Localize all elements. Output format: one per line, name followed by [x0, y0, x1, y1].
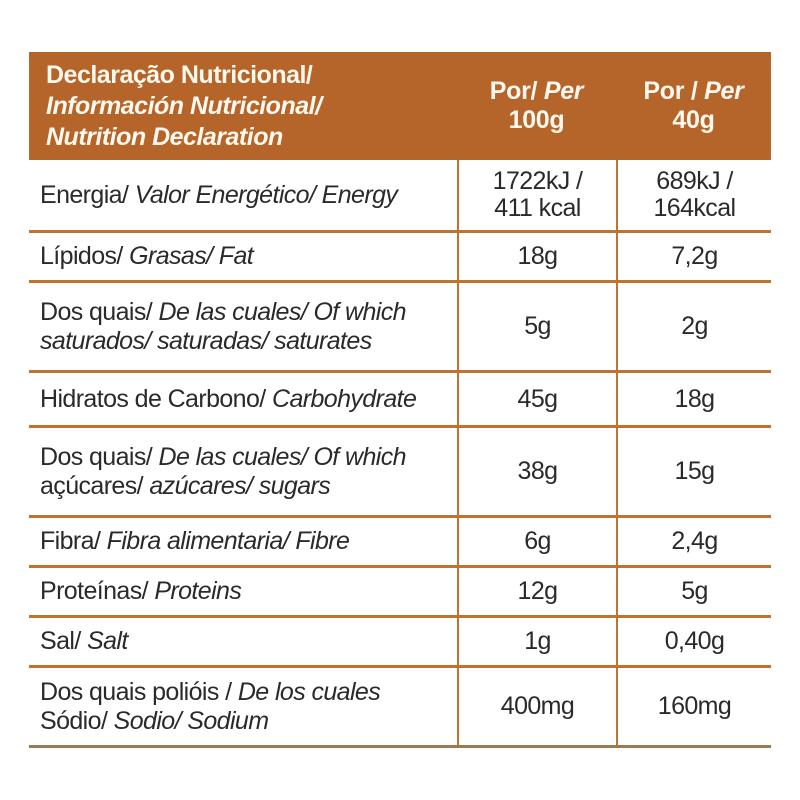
- label-line2: saturados/ saturadas/ saturates: [40, 326, 372, 355]
- label-pt: Fibra/: [40, 527, 101, 555]
- value-per-100g: 1g: [457, 618, 616, 665]
- row-label: Hidratos de Carbono/ Carbohydrate: [29, 373, 457, 425]
- per-amount: 40g: [672, 106, 715, 134]
- label-translations: De las cuales/ Of which: [158, 297, 406, 326]
- table-header: Declaração Nutricional/ Información Nutr…: [29, 52, 771, 160]
- label-translations: Fibra alimentaria/ Fibre: [106, 527, 350, 555]
- per-amount: 100g: [508, 106, 565, 134]
- table-row-proteins: Proteínas/ Proteins 12g 5g: [29, 568, 771, 618]
- row-label: Sal/ Salt: [29, 618, 457, 665]
- label-translations: De las cuales/ Of which: [158, 442, 406, 471]
- header-title-en: Nutrition Declaration: [46, 123, 283, 151]
- label-translations: Valor Energético/ Energy: [134, 180, 398, 209]
- value-per-40g: 2,4g: [616, 518, 771, 565]
- value-per-40g: 18g: [616, 373, 771, 425]
- label-line2-translations: azúcares/ sugars: [149, 471, 331, 500]
- header-title: Declaração Nutricional/ Información Nutr…: [29, 52, 457, 160]
- value-per-100g: 18g: [457, 233, 616, 280]
- row-label: Lípidos/ Grasas/ Fat: [29, 233, 457, 280]
- row-label: Dos quais/ De las cuales/ Of which açúca…: [29, 428, 457, 515]
- label-line2-pt: Sódio/: [40, 706, 108, 735]
- value-kcal: 164kcal: [653, 194, 737, 222]
- value-kcal: 411 kcal: [494, 194, 581, 222]
- row-label: Fibra/ Fibra alimentaria/ Fibre: [29, 518, 457, 565]
- table-row-fibre: Fibra/ Fibra alimentaria/ Fibre 6g 2,4g: [29, 518, 771, 568]
- row-label: Dos quais polióis / De los cuales Sódio/…: [29, 668, 457, 745]
- per-label-en: Per: [704, 77, 744, 105]
- label-translations: Salt: [87, 627, 128, 655]
- nutrition-table: Declaração Nutricional/ Información Nutr…: [29, 52, 771, 748]
- table-row-sodium: Dos quais polióis / De los cuales Sódio/…: [29, 668, 771, 748]
- label-pt: Dos quais polióis /: [40, 677, 232, 706]
- header-title-pt: Declaração Nutricional/: [46, 61, 313, 89]
- label-line2-pt: açúcares/: [40, 471, 144, 500]
- per-label-pt: Por /: [643, 77, 698, 105]
- per-label-pt: Por/: [489, 77, 538, 105]
- table-row-carbohydrate: Hidratos de Carbono/ Carbohydrate 45g 18…: [29, 373, 771, 428]
- label-translations: Grasas/ Fat: [129, 242, 254, 270]
- row-label: Dos quais/ De las cuales/ Of which satur…: [29, 283, 457, 370]
- label-pt: Energia/: [40, 180, 129, 209]
- table-row-sugars: Dos quais/ De las cuales/ Of which açúca…: [29, 428, 771, 518]
- value-per-100g: 12g: [457, 568, 616, 615]
- label-pt: Hidratos de Carbono/: [40, 384, 266, 413]
- value-per-100g: 38g: [457, 428, 616, 515]
- label-translations: Carbohydrate: [272, 384, 417, 413]
- label-translations: De los cuales: [237, 677, 381, 706]
- table-row-salt: Sal/ Salt 1g 0,40g: [29, 618, 771, 668]
- label-pt: Lípidos/: [40, 242, 123, 270]
- row-label: Proteínas/ Proteins: [29, 568, 457, 615]
- table-row-fat: Lípidos/ Grasas/ Fat 18g 7,2g: [29, 233, 771, 283]
- label-pt: Dos quais/: [40, 297, 153, 326]
- header-per-40g: Por / Per 40g: [616, 52, 771, 160]
- label-pt: Sal/: [40, 627, 81, 655]
- value-per-40g: 160mg: [616, 668, 771, 745]
- label-translations: Proteins: [154, 577, 242, 605]
- per-label-en: Per: [543, 77, 584, 105]
- row-label: Energia/ Valor Energético/ Energy: [29, 160, 457, 230]
- label-line2-translations: Sodio/ Sodium: [113, 706, 269, 735]
- value-per-40g: 5g: [616, 568, 771, 615]
- header-title-es: Información Nutricional/: [46, 92, 322, 120]
- table-row-saturates: Dos quais/ De las cuales/ Of which satur…: [29, 283, 771, 373]
- value-per-40g: 689kJ / 164kcal: [616, 160, 771, 230]
- header-per-100g: Por/ Per 100g: [457, 52, 616, 160]
- value-per-100g: 5g: [457, 283, 616, 370]
- value-kj: 1722kJ /: [492, 167, 583, 195]
- label-pt: Proteínas/: [40, 577, 149, 605]
- value-per-40g: 2g: [616, 283, 771, 370]
- value-per-100g: 400mg: [457, 668, 616, 745]
- value-per-100g: 45g: [457, 373, 616, 425]
- value-per-40g: 0,40g: [616, 618, 771, 665]
- value-per-40g: 15g: [616, 428, 771, 515]
- value-per-100g: 6g: [457, 518, 616, 565]
- value-kj: 689kJ /: [656, 167, 733, 195]
- table-row-energy: Energia/ Valor Energético/ Energy 1722kJ…: [29, 160, 771, 233]
- label-pt: Dos quais/: [40, 442, 153, 471]
- value-per-40g: 7,2g: [616, 233, 771, 280]
- value-per-100g: 1722kJ / 411 kcal: [457, 160, 616, 230]
